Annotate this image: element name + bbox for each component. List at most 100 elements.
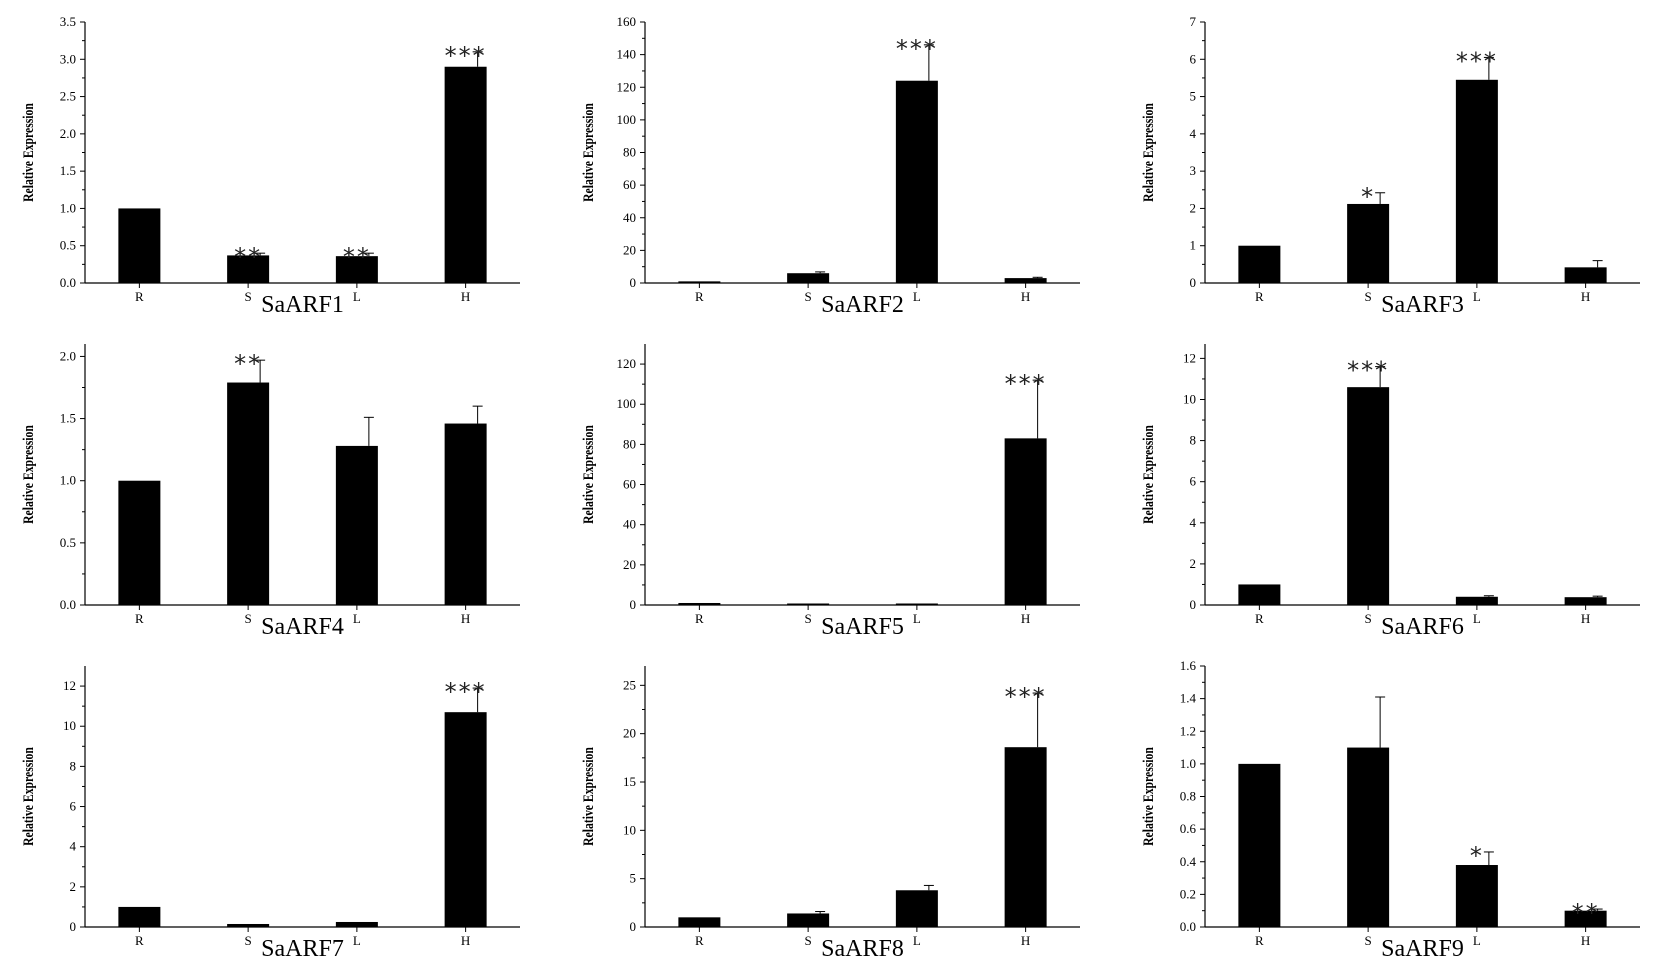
y-tick-label: 0 <box>1190 597 1197 612</box>
y-tick-label: 10 <box>1183 391 1196 406</box>
y-tick-label: 6 <box>1190 51 1197 66</box>
bar-h <box>1004 438 1047 605</box>
bar-s <box>1347 747 1390 927</box>
chart-svg: 0.0 0.2 0.4 0.6 0.8 1.0 1.2 1.4 1.6 Relative Expr… <box>1140 658 1640 962</box>
chart-svg: 0 2 4 6 8 10 12 Relative Expression R S L H *** SaARF… <box>20 666 520 962</box>
bar-s <box>1347 203 1390 283</box>
y-tick-label: 4 <box>70 839 77 854</box>
chart-saarf2: 0 20 40 60 80 100 120 140 160 Relative Expression… <box>560 0 1100 318</box>
y-tick-label: 25 <box>623 677 636 692</box>
y-tick-label: 0 <box>630 919 637 934</box>
bar-s <box>787 273 830 283</box>
x-tick-label: R <box>1255 289 1264 304</box>
chart-saarf1: 0.0 0.5 1.0 1.5 2.0 2.5 3.0 3.5 Relative Express… <box>0 0 540 318</box>
bar-l <box>335 921 378 927</box>
y-tick-label: 0.5 <box>60 238 76 253</box>
x-tick-label: S <box>1365 289 1372 304</box>
y-tick-label: 120 <box>617 356 637 371</box>
y-tick-label: 100 <box>617 396 637 411</box>
x-tick-label: L <box>1473 933 1481 948</box>
x-tick-label: H <box>1021 289 1030 304</box>
y-tick-label: 4 <box>1190 515 1197 530</box>
x-tick-label: S <box>805 289 812 304</box>
x-tick-label: S <box>245 933 252 948</box>
y-tick-label: 0.5 <box>60 535 76 550</box>
x-tick-label: L <box>913 933 921 948</box>
y-axis-label: Relative Expression <box>580 425 597 524</box>
x-tick-label: L <box>913 611 921 626</box>
significance-marker: *** <box>1005 370 1047 398</box>
bar-r <box>1238 245 1281 283</box>
y-tick-label: 1.5 <box>60 411 76 426</box>
x-tick-label: L <box>1473 611 1481 626</box>
y-axis-label: Relative Expression <box>580 103 597 202</box>
chart-title: SaARF5 <box>821 614 904 640</box>
chart-saarf8: 0 5 10 15 20 25 Relative Expression R S L H *** SaAR… <box>560 644 1100 962</box>
x-tick-label: R <box>695 933 704 948</box>
x-tick-label: H <box>461 933 470 948</box>
chart-title: SaARF2 <box>821 292 904 318</box>
bar-h <box>444 66 487 283</box>
bar-h <box>444 712 487 927</box>
significance-marker: ** <box>234 243 262 271</box>
x-tick-label: S <box>245 289 252 304</box>
y-tick-label: 0 <box>630 275 637 290</box>
chart-title: SaARF6 <box>1381 614 1464 640</box>
y-tick-label: 15 <box>623 774 636 789</box>
significance-marker: * <box>1361 183 1375 211</box>
x-tick-label: R <box>135 933 144 948</box>
x-tick-label: L <box>353 289 361 304</box>
bar-h <box>1004 747 1047 927</box>
significance-marker: ** <box>343 243 371 271</box>
y-tick-label: 0.2 <box>1180 886 1196 901</box>
bar-h <box>444 423 487 605</box>
bar-r <box>678 917 721 927</box>
y-tick-label: 0.6 <box>1180 821 1197 836</box>
chart-title: SaARF3 <box>1381 292 1464 318</box>
bar-r <box>118 208 161 283</box>
x-tick-label: R <box>1255 611 1264 626</box>
significance-marker: *** <box>1005 683 1047 711</box>
chart-title: SaARF1 <box>261 292 344 318</box>
bar-s <box>227 382 270 605</box>
x-tick-label: S <box>1365 933 1372 948</box>
x-tick-label: R <box>135 289 144 304</box>
x-tick-label: H <box>1581 611 1590 626</box>
chart-title: SaARF4 <box>261 614 344 640</box>
bar-s <box>787 603 830 605</box>
y-tick-label: 1.2 <box>1180 723 1196 738</box>
bar-l <box>1455 596 1498 605</box>
y-tick-label: 2.5 <box>60 89 76 104</box>
y-tick-label: 60 <box>623 477 636 492</box>
y-axis-label: Relative Expression <box>1140 425 1157 524</box>
y-tick-label: 4 <box>1190 126 1197 141</box>
chart-saarf5: 0 20 40 60 80 100 120 Relative Expression R S L H **… <box>560 322 1100 640</box>
y-tick-label: 160 <box>617 14 637 29</box>
significance-marker: *** <box>445 678 487 706</box>
bar-r <box>1238 763 1281 927</box>
x-tick-label: S <box>805 611 812 626</box>
x-tick-label: H <box>1021 933 1030 948</box>
y-tick-label: 0.8 <box>1180 789 1196 804</box>
y-tick-label: 1.0 <box>60 473 76 488</box>
bar-h <box>1564 910 1607 927</box>
x-tick-label: R <box>135 611 144 626</box>
bar-l <box>895 603 938 605</box>
chart-svg: 0 1 2 3 4 5 6 7 Relative Expression R S * L *** H SaARF… <box>1140 14 1640 318</box>
x-tick-label: R <box>1255 933 1264 948</box>
significance-marker: ** <box>1572 899 1600 927</box>
y-axis-label: Relative Expression <box>20 425 37 524</box>
y-tick-label: 1 <box>1190 238 1197 253</box>
chart-svg: 0 2 4 6 8 10 12 Relative Expression R S *** L H SaARF… <box>1140 344 1640 640</box>
significance-marker: *** <box>896 35 938 63</box>
y-axis-label: Relative Expression <box>20 103 37 202</box>
bar-r <box>678 281 721 283</box>
y-tick-label: 8 <box>70 758 77 773</box>
bar-h <box>1564 597 1607 605</box>
bar-s <box>227 255 270 283</box>
chart-saarf6: 0 2 4 6 8 10 12 Relative Expression R S *** L H SaARF… <box>1120 322 1660 640</box>
bar-l <box>1455 865 1498 927</box>
chart-saarf9: 0.0 0.2 0.4 0.6 0.8 1.0 1.2 1.4 1.6 Relative Expr… <box>1120 644 1660 962</box>
y-tick-label: 80 <box>623 145 636 160</box>
